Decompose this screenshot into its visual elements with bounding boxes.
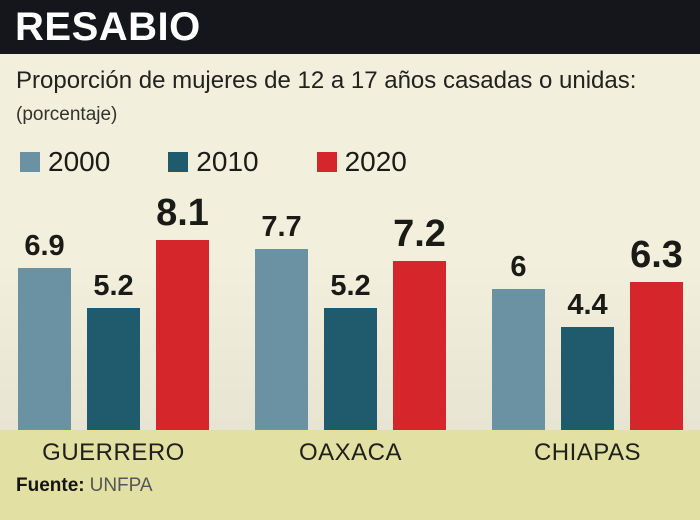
unit-note: (porcentaje) [16,104,118,125]
bar-value-label: 8.1 [156,192,209,234]
bar-chart: 6.9 5.2 8.1 7.7 5.2 7.2 6 4.4 6.3 [0,176,700,430]
page-title: RESABIO [15,5,201,49]
bar-col-2000-oaxaca: 7.7 [255,213,308,430]
legend-item-2000: 2000 [20,148,110,176]
bar-col-2020-chiapas: 6.3 [630,236,683,430]
bar-col-2020-guerrero: 8.1 [156,194,209,430]
bar-value-label: 6 [510,251,527,283]
category-band: GUERRERO OAXACA CHIAPAS Fuente: UNFPA [0,430,700,520]
bar-col-2010-guerrero: 5.2 [87,272,140,430]
bar-group-chiapas: 6 4.4 6.3 [492,236,683,430]
legend-swatch-2000 [20,152,40,172]
bar-col-2020-oaxaca: 7.2 [393,215,446,430]
category-label-chiapas: CHIAPAS [533,439,642,466]
bar-2020-guerrero [156,240,209,430]
chart-canvas: Proporción de mujeres de 12 a 17 años ca… [0,54,700,430]
bar-col-2000-chiapas: 6 [492,253,545,430]
bar-2000-chiapas [492,289,545,430]
bar-value-label: 6.3 [630,234,683,276]
chart-subhead: Proporción de mujeres de 12 a 17 años ca… [0,54,700,127]
source-note: Fuente: UNFPA [16,476,700,495]
bar-2010-oaxaca [324,308,377,430]
bar-value-label: 7.2 [393,213,446,255]
legend: 2000 2010 2020 [20,148,700,176]
category-label-oaxaca: OAXACA [298,439,403,466]
legend-swatch-2020 [316,152,337,172]
bar-value-label: 5.2 [93,270,134,302]
header-bar: RESABIO [0,0,700,54]
bar-group-oaxaca: 7.7 5.2 7.2 [255,213,446,430]
bar-col-2010-oaxaca: 5.2 [324,272,377,430]
bar-value-label: 5.2 [330,270,371,302]
category-labels: GUERRERO OAXACA CHIAPAS [18,441,700,465]
legend-label: 2010 [196,146,259,177]
category-label-guerrero: GUERRERO [42,439,185,466]
bar-2010-chiapas [561,327,614,430]
chart-subtitle: Proporción de mujeres de 12 a 17 años ca… [16,67,637,94]
bar-2000-oaxaca [255,249,308,430]
legend-label: 2000 [48,146,111,177]
bar-value-label: 4.4 [567,289,608,321]
bar-2000-guerrero [18,268,71,430]
bar-2020-chiapas [630,282,683,430]
bar-col-2000-guerrero: 6.9 [18,232,71,430]
legend-item-2020: 2020 [316,146,407,177]
legend-swatch-2010 [168,152,189,172]
bar-2010-guerrero [87,308,140,430]
legend-item-2010: 2010 [168,146,259,177]
bar-group-guerrero: 6.9 5.2 8.1 [18,194,209,430]
bar-value-label: 6.9 [24,230,65,262]
bar-col-2010-chiapas: 4.4 [561,291,614,430]
bar-value-label: 7.7 [261,211,302,243]
source-value: UNFPA [89,475,153,496]
legend-label: 2020 [344,146,407,177]
bar-2020-oaxaca [393,261,446,430]
source-label: Fuente: [16,475,85,496]
